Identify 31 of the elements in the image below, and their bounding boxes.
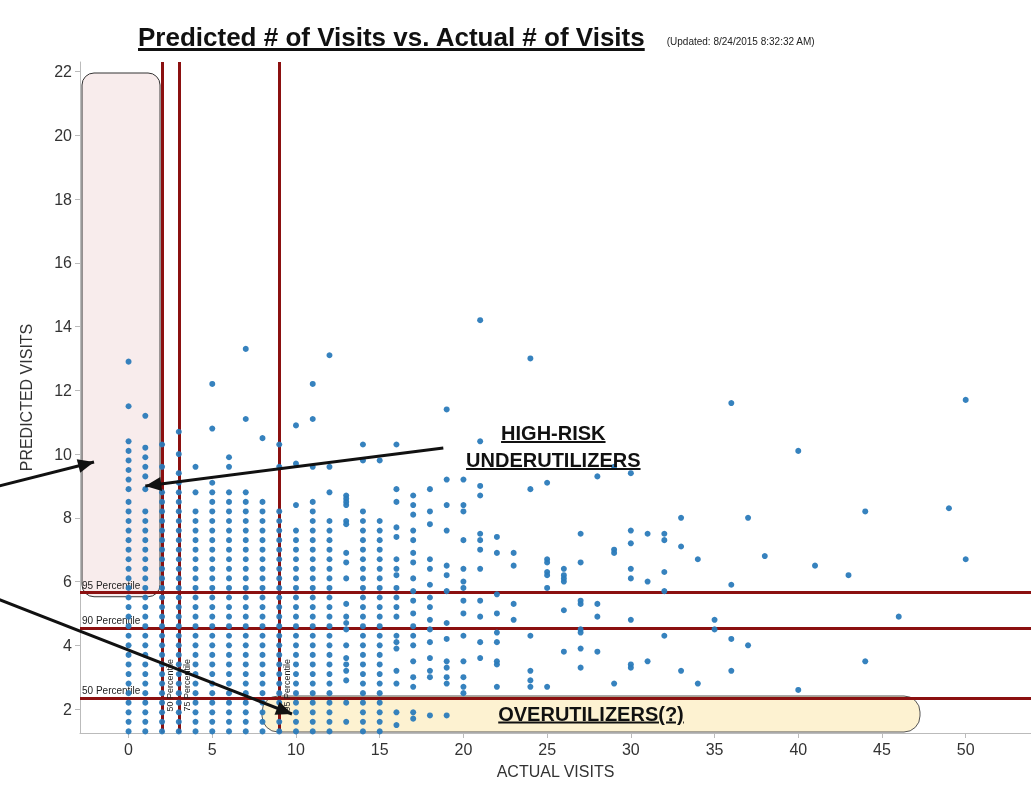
y-tick-label: 6 [63,573,73,591]
chart-title: Predicted # of Visits vs. Actual # of Visits [138,22,645,53]
x-tick-label: 30 [621,740,640,758]
annotation: OVERUTILIZERS(?) [498,701,684,727]
y-tick-label: 4 [63,636,73,654]
x-tick-label: 15 [370,740,389,758]
y-tick-label: 18 [54,190,73,208]
ref-line-label: 90 Percentile [82,615,141,627]
x-tick-label: 35 [705,740,724,758]
x-tick-label: 25 [538,740,557,758]
y-tick-label: 8 [63,509,73,527]
y-axis-title: PREDICTED VISITS [17,323,35,472]
y-tick-label: 20 [54,126,73,144]
chart-subtitle: (Updated: 8/24/2015 8:32:32 AM) [666,36,815,49]
ref-line-label: 50 Percentile [82,685,141,697]
x-tick-label: 5 [207,740,217,758]
y-tick-label: 22 [54,63,73,81]
x-tick-label: 20 [454,740,473,758]
y-tick-label: 14 [54,318,73,336]
y-tick-label: 2 [63,700,73,718]
x-tick-label: 40 [789,740,808,758]
x-tick-label: 0 [124,740,134,758]
x-axis-title: ACTUAL VISITS [496,762,615,780]
ref-line-label: 95 Percentile [82,580,141,592]
y-tick-label: 16 [54,254,73,272]
y-tick-label: 12 [54,381,73,399]
annotation: HIGH-RISK UNDERUTILIZERS [466,420,641,473]
x-tick-label: 50 [956,740,975,758]
y-tick-label: 10 [54,445,73,463]
x-tick-label: 45 [873,740,891,758]
x-tick-label: 10 [287,740,305,758]
